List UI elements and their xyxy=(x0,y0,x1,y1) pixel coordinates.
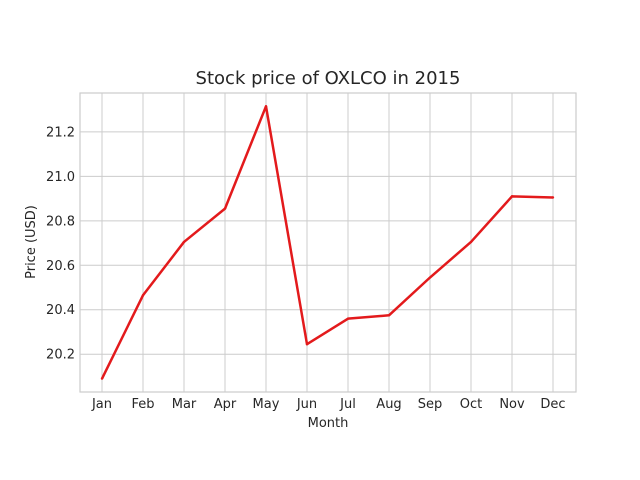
x-tick-label: Mar xyxy=(172,397,197,412)
data-point xyxy=(264,105,268,108)
data-point xyxy=(141,294,145,297)
x-tick-label: Nov xyxy=(499,397,525,412)
y-axis-label: Price (USD) xyxy=(24,205,39,279)
data-point xyxy=(469,240,473,244)
y-tick-label: 20.8 xyxy=(46,214,75,229)
x-tick-label: Jun xyxy=(296,397,317,412)
y-gridlines xyxy=(80,131,576,355)
y-tick-label: 21.0 xyxy=(46,170,75,185)
chart-title: Stock price of OXLCO in 2015 xyxy=(196,68,461,89)
data-point xyxy=(305,343,309,346)
data-point xyxy=(182,240,186,244)
x-tick-label: Dec xyxy=(540,397,565,412)
x-tick-label: Oct xyxy=(460,397,482,412)
x-tick-label: Sep xyxy=(418,397,443,412)
data-point xyxy=(346,317,350,320)
plot-frame xyxy=(79,92,577,393)
series-layer xyxy=(100,105,555,380)
y-tick-label: 20.4 xyxy=(46,303,75,318)
x-tick-label: Jul xyxy=(339,397,356,412)
x-axis-label: Month xyxy=(308,416,349,431)
data-point xyxy=(428,276,432,279)
data-point xyxy=(510,195,514,198)
data-point xyxy=(387,314,391,317)
y-tick-label: 20.2 xyxy=(46,348,75,363)
x-tick-label: Jan xyxy=(91,397,112,412)
series-line xyxy=(100,105,554,380)
x-tick-label: Feb xyxy=(131,397,154,412)
y-tick-labels: 20.2 20.4 20.6 20.8 21.0 21.2 xyxy=(46,125,75,362)
x-tick-label: May xyxy=(253,397,280,412)
data-point xyxy=(551,196,555,199)
x-tick-labels: Jan Feb Mar Apr May Jun Jul Aug Sep Oct Nov Dec xyxy=(91,397,566,412)
x-gridlines xyxy=(101,93,554,392)
data-point xyxy=(223,207,227,210)
y-tick-label: 20.6 xyxy=(46,259,75,274)
x-tick-label: Apr xyxy=(214,397,237,412)
y-tick-label: 21.2 xyxy=(46,125,75,140)
x-tick-label: Aug xyxy=(376,397,401,412)
data-point xyxy=(100,377,104,380)
